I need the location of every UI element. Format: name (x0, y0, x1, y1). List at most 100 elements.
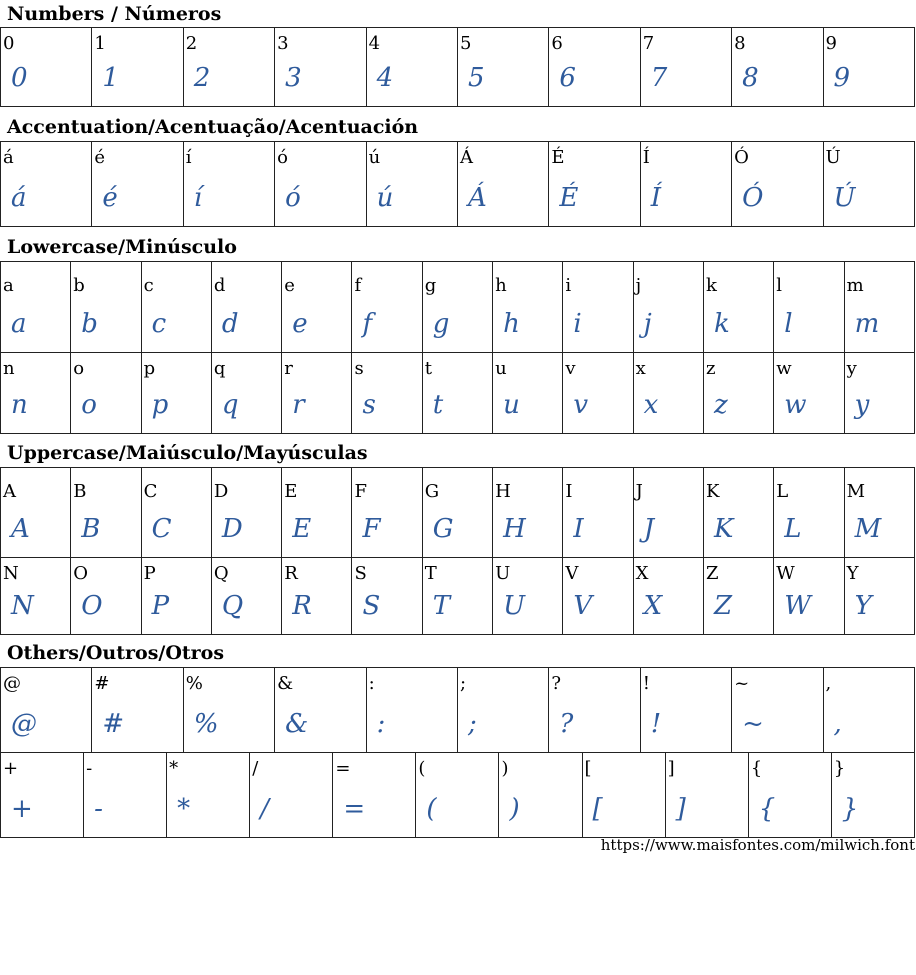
font-glyph-sample: P (151, 591, 170, 621)
character-label: l (776, 275, 783, 296)
character-label: Z (705, 563, 719, 584)
character-label: & (277, 673, 294, 694)
font-glyph-sample: L (784, 514, 802, 544)
character-label: ! (642, 673, 650, 694)
character-label: Á (459, 147, 473, 168)
font-glyph-sample: G (432, 514, 454, 544)
glyph-cell: [[ (581, 752, 666, 838)
character-label: { (750, 758, 763, 779)
character-label: ( (418, 758, 426, 779)
character-label: ~ (734, 673, 750, 694)
character-label: * (169, 758, 179, 779)
glyph-cell: / / (249, 752, 334, 838)
character-label: K (705, 481, 720, 502)
section-heading: Lowercase/Minúsculo (7, 236, 237, 258)
character-label: g (424, 275, 437, 296)
font-glyph-sample: K (713, 514, 734, 544)
character-label: P (143, 563, 156, 584)
character-label: A (3, 481, 16, 502)
glyph-cell: !! (639, 667, 733, 753)
character-label: j (635, 275, 642, 296)
section-heading: Others/Outros/Otros (7, 642, 225, 664)
character-label: x (635, 358, 646, 379)
glyph-table: + + - - * * / / = =(())[[]]{{}} (0, 752, 916, 838)
font-glyph-sample: z (713, 390, 728, 420)
font-glyph-sample: É (559, 183, 579, 213)
glyph-cell: * * (166, 752, 251, 838)
character-label: n (3, 358, 15, 379)
glyph-cell: ~ ~ (731, 667, 824, 753)
font-glyph-sample: R (292, 591, 312, 621)
font-glyph-sample: c (151, 309, 167, 339)
glyph-cell: # # (91, 667, 184, 753)
character-label: # (94, 673, 110, 694)
font-glyph-sample: N (11, 591, 34, 621)
glyph-row: @ @ # #%% & &::;;??!! ~ ~,, (0, 667, 916, 753)
font-glyph-sample: M (854, 514, 882, 544)
font-glyph-sample: ) (509, 794, 520, 824)
font-glyph-sample: Ú (833, 183, 856, 213)
glyph-row: + + - - * * / / = =(())[[]]{{}} (0, 752, 916, 838)
font-glyph-sample: 0 (11, 63, 28, 93)
font-glyph-sample: { (758, 794, 776, 824)
font-glyph-sample: T (432, 591, 451, 621)
character-label: 7 (642, 33, 655, 54)
font-glyph-sample: g (432, 309, 450, 339)
character-label: ] (667, 758, 675, 779)
font-glyph-sample: á (11, 183, 27, 213)
character-label: b (73, 275, 85, 296)
character-label: 8 (734, 33, 746, 54)
font-glyph-sample: E (292, 514, 312, 544)
font-glyph-sample: Q (221, 591, 244, 621)
character-label: t (424, 358, 433, 379)
character-label: h (495, 275, 507, 296)
character-label: a (3, 275, 14, 296)
glyph-cell: (( (415, 752, 500, 838)
font-glyph-sample: = (343, 794, 366, 824)
font-glyph-sample: q (221, 390, 239, 420)
character-label: s (354, 358, 364, 379)
font-glyph-sample: 6 (559, 63, 576, 93)
character-label: 2 (185, 33, 198, 54)
character-label: T (424, 563, 437, 584)
character-label: p (143, 358, 156, 379)
character-label: I (565, 481, 573, 502)
font-glyph-sample: ? (559, 709, 574, 739)
font-glyph-sample: H (503, 514, 526, 544)
font-glyph-sample: F (362, 514, 381, 544)
character-label: L (776, 481, 789, 502)
font-glyph-sample: Á (467, 183, 487, 213)
font-glyph-sample: m (854, 309, 880, 339)
font-glyph-sample: & (285, 709, 309, 739)
font-glyph-sample: A (11, 514, 30, 544)
character-label: + (3, 758, 19, 779)
source-url[interactable]: https://www.maisfontes.com/milwich.font (600, 836, 915, 854)
font-glyph-sample: p (151, 390, 169, 420)
character-label: [ (584, 758, 592, 779)
character-label: d (213, 275, 226, 296)
font-glyph-sample: U (503, 591, 525, 621)
character-label: O (73, 563, 89, 584)
character-label: - (86, 758, 93, 779)
character-label: % (185, 673, 203, 694)
font-glyph-sample: 7 (650, 63, 668, 93)
